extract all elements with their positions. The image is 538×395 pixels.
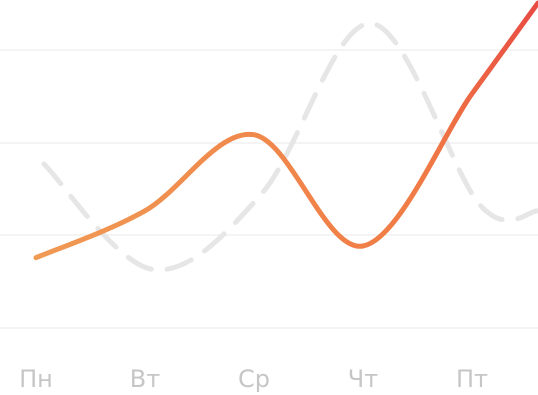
grid-layer <box>0 49 538 329</box>
x-axis-tick-label: Пн <box>19 365 53 393</box>
x-axis-tick-label: Чт <box>348 365 378 393</box>
x-axis-tick-layer: Пн Вт Ср Чт Пт <box>19 365 488 393</box>
x-axis-tick-label: Ср <box>238 365 270 393</box>
x-axis-tick-label: Вт <box>130 365 160 393</box>
series-layer <box>33 0 538 273</box>
x-axis-tick-label: Пт <box>456 365 488 393</box>
series-line-dashed <box>41 20 538 273</box>
series-line-solid <box>33 0 538 261</box>
